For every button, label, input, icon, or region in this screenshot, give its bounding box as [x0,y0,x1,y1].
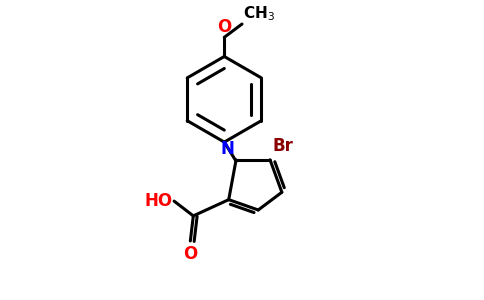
Text: HO: HO [145,192,173,210]
Text: Br: Br [273,137,294,155]
Text: O: O [217,18,231,36]
Text: O: O [183,244,197,262]
Text: CH$_3$: CH$_3$ [243,4,275,22]
Text: N: N [221,140,235,158]
